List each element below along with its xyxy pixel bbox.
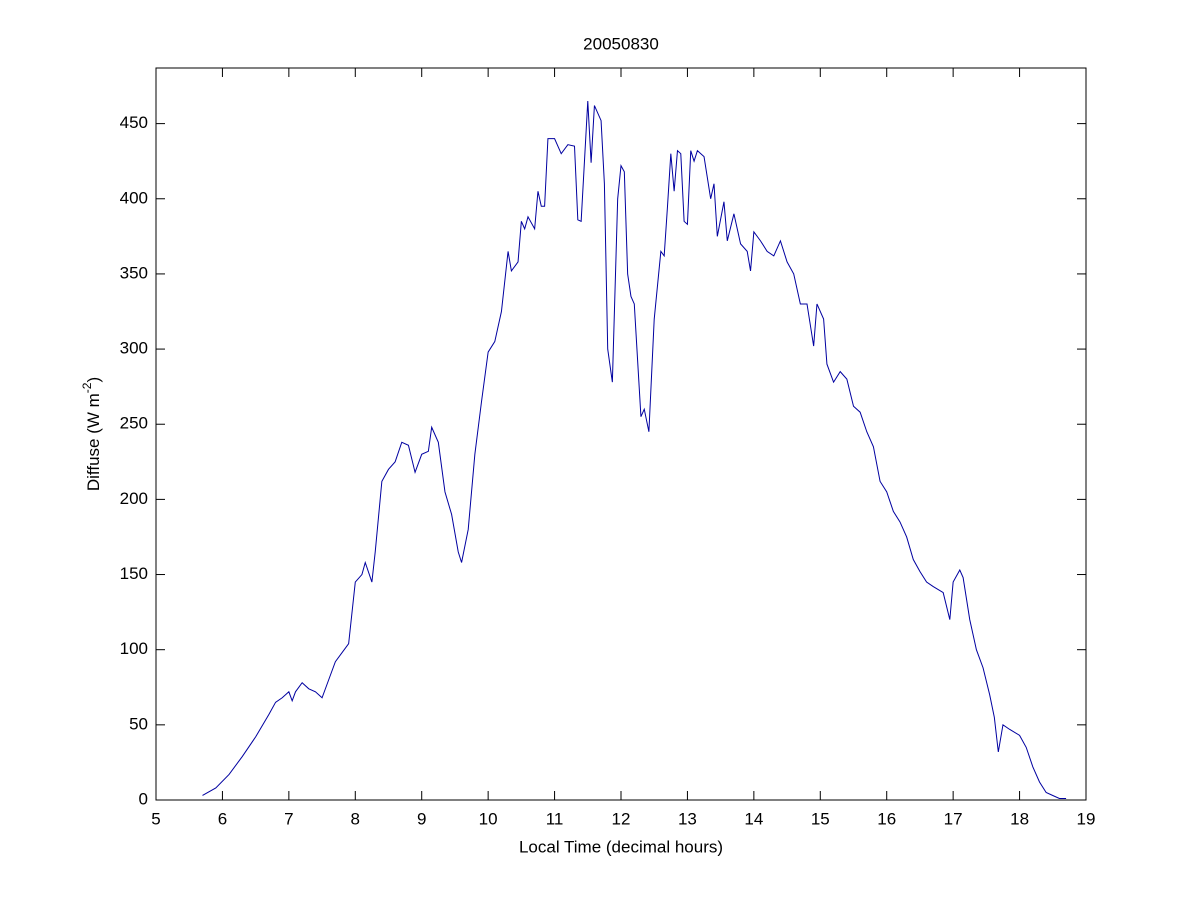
y-tick-label: 200 (120, 489, 148, 508)
x-tick-label: 5 (151, 809, 160, 828)
y-tick-label: 450 (120, 113, 148, 132)
y-axis-label: Diffuse (W m-2) (80, 377, 103, 491)
y-tick-label: 50 (129, 714, 148, 733)
x-axis-label: Local Time (decimal hours) (519, 837, 723, 856)
x-tick-label: 19 (1077, 809, 1096, 828)
y-tick-label: 100 (120, 639, 148, 658)
x-tick-label: 14 (744, 809, 763, 828)
y-tick-label: 400 (120, 188, 148, 207)
y-tick-label: 150 (120, 564, 148, 583)
x-tick-label: 7 (284, 809, 293, 828)
data-line (202, 101, 1067, 799)
x-tick-label: 10 (479, 809, 498, 828)
y-label-suffix: ) (84, 377, 103, 383)
x-tick-label: 15 (811, 809, 830, 828)
y-label-text: Diffuse (W m (84, 393, 103, 491)
y-tick-label: 350 (120, 263, 148, 282)
x-tick-label: 9 (417, 809, 426, 828)
y-tick-label: 250 (120, 414, 148, 433)
x-tick-label: 13 (678, 809, 697, 828)
x-tick-label: 16 (877, 809, 896, 828)
y-tick-label: 300 (120, 339, 148, 358)
x-tick-label: 12 (612, 809, 631, 828)
x-tick-label: 18 (1010, 809, 1029, 828)
y-tick-label: 0 (139, 789, 148, 808)
x-tick-label: 17 (944, 809, 963, 828)
x-tick-label: 6 (218, 809, 227, 828)
chart-title: 20050830 (583, 34, 659, 53)
x-tick-label: 11 (546, 809, 564, 828)
y-label-sup: -2 (80, 382, 94, 393)
plot-frame (155, 67, 1087, 801)
x-tick-label: 8 (351, 809, 360, 828)
